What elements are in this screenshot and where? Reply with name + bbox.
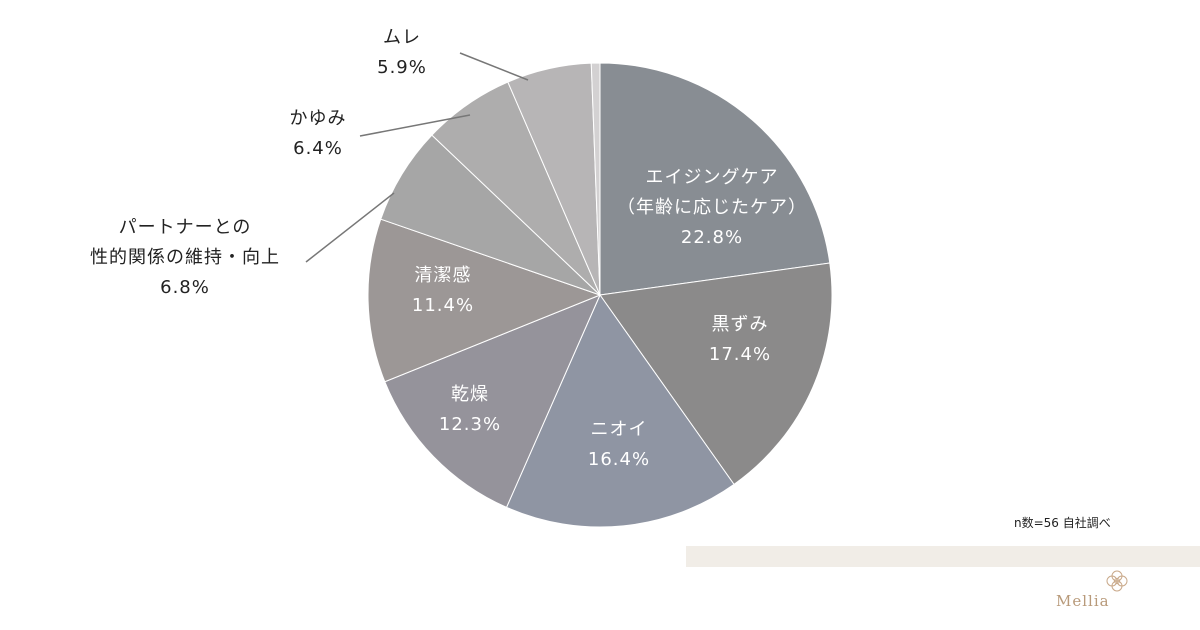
slice-label: かゆみ 6.4% bbox=[290, 108, 347, 159]
slice-label: ニオイ 16.4% bbox=[588, 419, 650, 470]
slice-label-line: 5.9% bbox=[377, 57, 427, 78]
slice-label-line: 乾燥 bbox=[451, 384, 489, 405]
pie-slices bbox=[367, 62, 833, 528]
leader-line bbox=[359, 114, 471, 137]
slice-label-line: 16.4% bbox=[588, 449, 650, 470]
slice-label-line: 11.4% bbox=[412, 295, 474, 316]
pie-slice bbox=[599, 262, 833, 486]
slice-label-line: かゆみ bbox=[290, 108, 347, 129]
slice-label-line: 黒ずみ bbox=[712, 314, 769, 335]
slice-label-line: 22.8% bbox=[681, 227, 743, 248]
slice-label: 乾燥 12.3% bbox=[439, 384, 501, 435]
slice-label-line: 12.3% bbox=[439, 414, 501, 435]
brand-name: Mellia bbox=[1056, 592, 1110, 610]
slice-label: 黒ずみ 17.4% bbox=[709, 314, 771, 365]
pie-slice bbox=[384, 294, 601, 508]
footer-band bbox=[686, 546, 1200, 567]
flower-logo-icon bbox=[1106, 570, 1128, 592]
sample-note: n数=56 自社調べ bbox=[1014, 516, 1111, 530]
brand-logo: Mellia bbox=[1056, 568, 1176, 618]
slice-label-line: （年齢に応じたケア） bbox=[617, 197, 807, 218]
slice-label: パートナーとの性的関係の維持・向上 6.8% bbox=[90, 217, 280, 298]
slice-label-line: パートナーとの bbox=[119, 217, 252, 238]
leader-lines bbox=[305, 52, 529, 263]
leader-line bbox=[305, 192, 395, 263]
slice-label: エイジングケア （年齢に応じたケア） 22.8% bbox=[617, 167, 807, 248]
pie-slice bbox=[367, 218, 602, 383]
slice-label-line: 清潔感 bbox=[415, 265, 472, 286]
slice-labels: エイジングケア （年齢に応じたケア） 22.8% 黒ずみ 17.4% ニオイ 16.4% 乾燥… bbox=[90, 27, 807, 470]
pie-slice bbox=[505, 293, 735, 528]
slice-label: ムレ 5.9% bbox=[377, 27, 427, 78]
pie-slice bbox=[590, 62, 601, 296]
pie-slice bbox=[599, 62, 831, 296]
slice-label-line: 6.4% bbox=[293, 138, 343, 159]
slice-label: 清潔感 11.4% bbox=[412, 265, 474, 316]
slice-label-line: ムレ bbox=[383, 27, 421, 48]
slice-label-line: 性的関係の維持・向上 bbox=[90, 247, 280, 268]
slice-label-line: 17.4% bbox=[709, 344, 771, 365]
leader-line bbox=[459, 52, 529, 81]
slice-label-line: ニオイ bbox=[591, 419, 648, 440]
slice-label-line: 6.8% bbox=[160, 277, 210, 298]
slice-label-line: エイジングケア bbox=[646, 167, 779, 188]
